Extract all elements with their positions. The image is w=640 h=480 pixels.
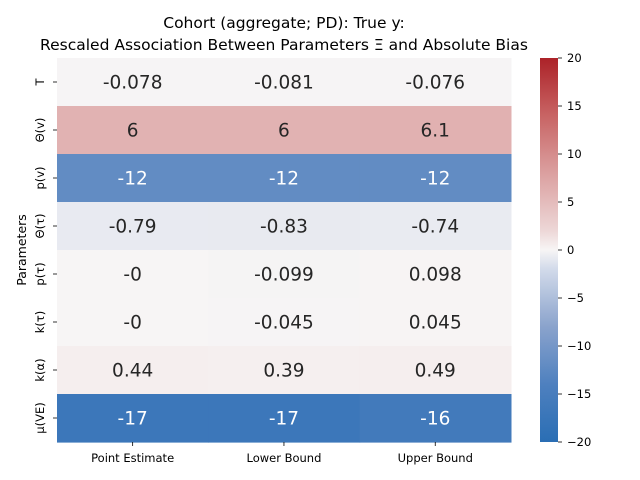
colorbar-tick-label: −5 xyxy=(567,291,584,305)
y-axis-ticks: T Θ(v) p(v) Θ(τ) p(τ) k(τ) k(α) μ(VE) xyxy=(33,78,57,434)
heatmap-cell xyxy=(208,106,361,155)
heatmap-cell xyxy=(359,394,512,443)
cell-value-label: -0.081 xyxy=(254,73,314,94)
heatmap-cell xyxy=(57,154,209,203)
cell-value-label: 0.045 xyxy=(409,313,462,334)
cell-value-label: -0.83 xyxy=(260,217,308,238)
y-tick-label: k(τ) xyxy=(33,311,47,334)
y-axis-label: Parameters xyxy=(14,214,29,286)
heatmap-cell xyxy=(57,58,209,107)
cell-value-label: -12 xyxy=(420,169,450,190)
heatmap-cell xyxy=(208,202,361,251)
heatmap-cell xyxy=(359,250,512,299)
x-axis-ticks: Point Estimate Lower Bound Upper Bound xyxy=(91,442,473,465)
heatmap-cell xyxy=(359,298,512,347)
colorbar-ticks: 20 15 10 5 0 −5 −10 −15 −20 xyxy=(558,51,591,449)
y-tick-label: k(α) xyxy=(33,358,47,381)
cell-value-label: -0.076 xyxy=(405,73,465,94)
heatmap-cell xyxy=(57,106,209,155)
heatmap-cells xyxy=(57,58,512,443)
y-tick-label: Θ(v) xyxy=(33,118,47,143)
cell-value-label: -0.078 xyxy=(103,73,163,94)
heatmap-cell xyxy=(359,106,512,155)
cell-value-label: -12 xyxy=(269,169,299,190)
colorbar-tick-label: 20 xyxy=(567,51,582,65)
cell-value-label: -0 xyxy=(123,265,141,286)
colorbar-tick-label: −10 xyxy=(567,339,591,353)
cell-value-label: -16 xyxy=(420,409,450,430)
x-tick-label: Lower Bound xyxy=(246,451,321,465)
heatmap-cell xyxy=(359,346,512,395)
cell-value-label: -0.099 xyxy=(254,265,314,286)
heatmap-cell xyxy=(57,394,209,443)
colorbar-tick-label: 10 xyxy=(567,147,582,161)
y-tick-label: p(v) xyxy=(33,166,47,189)
colorbar-tick-label: 15 xyxy=(567,99,582,113)
heatmap-cell-labels: -0.078 -0.081 -0.076 6 6 6.1 -12 -12 -12 -0.79 -0.… xyxy=(103,73,465,430)
cell-value-label: -17 xyxy=(118,409,148,430)
cell-value-label: -0.74 xyxy=(411,217,459,238)
colorbar-tick-label: 5 xyxy=(567,195,574,209)
cell-value-label: 0.49 xyxy=(415,361,456,382)
heatmap-cell xyxy=(359,58,512,107)
heatmap-cell xyxy=(208,346,361,395)
heatmap-cell xyxy=(208,298,361,347)
cell-value-label: -12 xyxy=(118,169,148,190)
cell-value-label: -17 xyxy=(269,409,299,430)
cell-value-label: -0 xyxy=(123,313,141,334)
y-tick-label: p(τ) xyxy=(33,262,47,285)
heatmap-cell xyxy=(57,202,209,251)
y-tick-label: T xyxy=(33,78,47,87)
heatmap-cell xyxy=(57,298,209,347)
cell-value-label: 6 xyxy=(127,121,139,142)
cell-value-label: 0.44 xyxy=(112,361,153,382)
cell-value-label: 6 xyxy=(278,121,290,142)
colorbar xyxy=(540,58,558,442)
heatmap-cell xyxy=(359,202,512,251)
heatmap-cell xyxy=(208,154,361,203)
y-tick-label: Θ(τ) xyxy=(33,214,47,239)
cell-value-label: -0.79 xyxy=(109,217,157,238)
cell-value-label: 6.1 xyxy=(421,121,450,142)
heatmap-cell xyxy=(208,394,361,443)
chart-title-line1: Cohort (aggregate; PD): True y: xyxy=(163,14,404,32)
x-tick-label: Upper Bound xyxy=(398,451,473,465)
cell-value-label: 0.39 xyxy=(263,361,304,382)
colorbar-tick-label: 0 xyxy=(567,243,574,257)
chart-title-line2: Rescaled Association Between Parameters … xyxy=(40,36,528,54)
heatmap-cell xyxy=(359,154,512,203)
heatmap-cell xyxy=(57,346,209,395)
x-tick-label: Point Estimate xyxy=(91,451,174,465)
colorbar-tick-label: −20 xyxy=(567,435,591,449)
heatmap-cell xyxy=(57,250,209,299)
heatmap-cell xyxy=(208,250,361,299)
heatmap-cell xyxy=(208,58,361,107)
colorbar-tick-label: −15 xyxy=(567,387,591,401)
y-tick-label: μ(VE) xyxy=(33,402,47,433)
cell-value-label: -0.045 xyxy=(254,313,314,334)
cell-value-label: 0.098 xyxy=(409,265,462,286)
